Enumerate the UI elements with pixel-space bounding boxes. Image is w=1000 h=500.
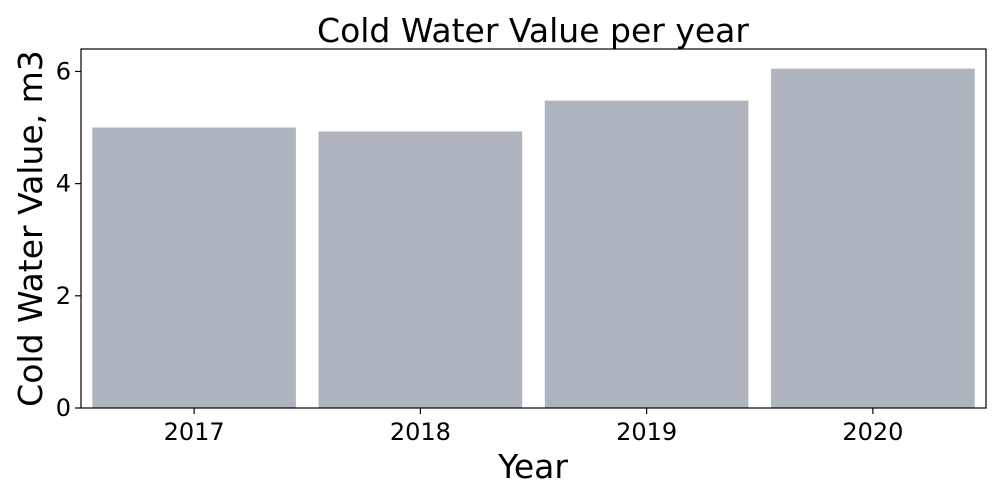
- bar-2018: [318, 131, 523, 408]
- x-tick-label: 2020: [842, 418, 903, 446]
- bar-2020: [771, 68, 975, 408]
- x-axis-label: Year: [497, 447, 568, 486]
- x-ticks: 2017 2018 2019 2020: [164, 408, 903, 446]
- y-tick-label: 2: [56, 282, 71, 310]
- bar-2017: [92, 127, 296, 408]
- x-tick-label: 2017: [164, 418, 225, 446]
- y-ticks: 0 2 4 6: [56, 57, 81, 422]
- chart-title: Cold Water Value per year: [317, 11, 749, 50]
- bars-group: [92, 68, 975, 408]
- x-tick-label: 2018: [390, 418, 451, 446]
- y-tick-label: 0: [56, 394, 71, 422]
- bar-2019: [544, 100, 749, 408]
- y-tick-label: 6: [56, 57, 71, 85]
- plot-frame: [80, 48, 987, 409]
- y-tick-label: 4: [56, 170, 71, 198]
- x-tick-label: 2019: [616, 418, 677, 446]
- y-axis-label: Cold Water Value, m3: [11, 50, 50, 407]
